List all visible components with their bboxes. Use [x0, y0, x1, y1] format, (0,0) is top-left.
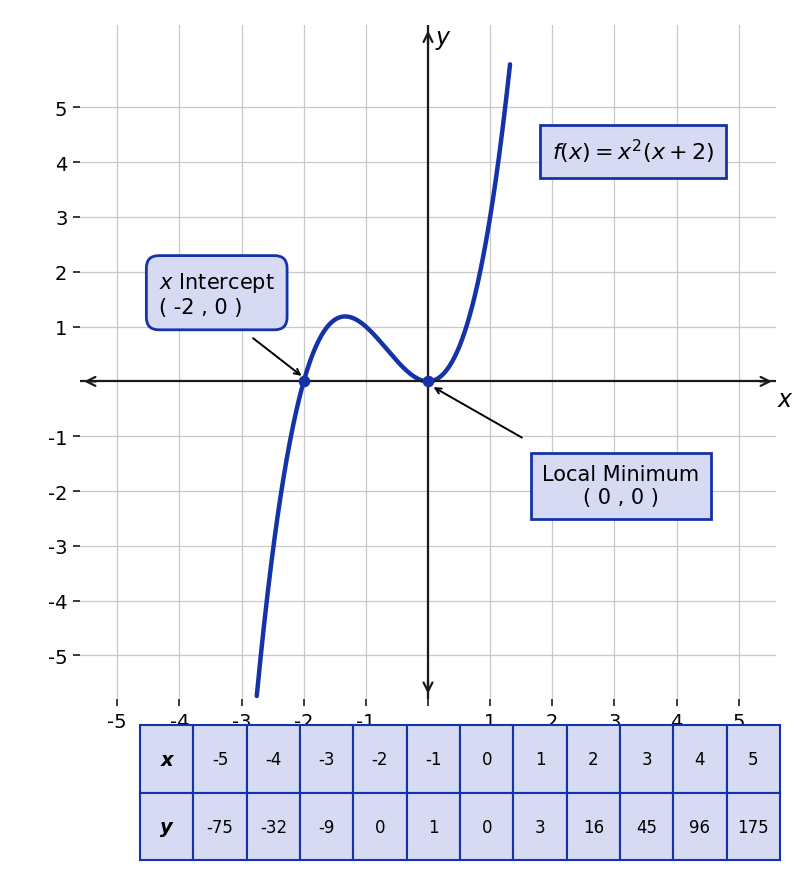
Point: [298, 375, 310, 389]
Text: 4: 4: [694, 750, 706, 768]
Text: -75: -75: [206, 818, 234, 836]
Text: $f(x) = x^2(x + 2)$: $f(x) = x^2(x + 2)$: [552, 138, 714, 166]
Text: y: y: [160, 817, 173, 836]
Text: 1: 1: [428, 818, 438, 836]
Text: y: y: [435, 26, 450, 50]
Text: 2: 2: [588, 750, 598, 768]
Text: -32: -32: [260, 818, 287, 836]
Text: -4: -4: [265, 750, 282, 768]
Text: $x$ Intercept
( -2 , 0 ): $x$ Intercept ( -2 , 0 ): [159, 271, 274, 318]
Text: 0: 0: [374, 818, 386, 836]
Text: 175: 175: [738, 818, 769, 836]
Text: 3: 3: [642, 750, 652, 768]
Text: 0: 0: [482, 818, 492, 836]
Point: [422, 375, 434, 389]
Text: -9: -9: [318, 818, 335, 836]
Text: -2: -2: [372, 750, 388, 768]
Text: x: x: [778, 388, 791, 411]
Text: 3: 3: [534, 818, 546, 836]
Text: -1: -1: [425, 750, 442, 768]
Text: 0: 0: [482, 750, 492, 768]
Text: -3: -3: [318, 750, 335, 768]
Text: 1: 1: [534, 750, 546, 768]
Text: 16: 16: [582, 818, 604, 836]
Text: x: x: [160, 750, 173, 769]
Text: 96: 96: [690, 818, 710, 836]
Text: -5: -5: [212, 750, 228, 768]
Text: 5: 5: [748, 750, 758, 768]
Text: 45: 45: [636, 818, 657, 836]
Text: Local Minimum
( 0 , 0 ): Local Minimum ( 0 , 0 ): [542, 464, 699, 507]
